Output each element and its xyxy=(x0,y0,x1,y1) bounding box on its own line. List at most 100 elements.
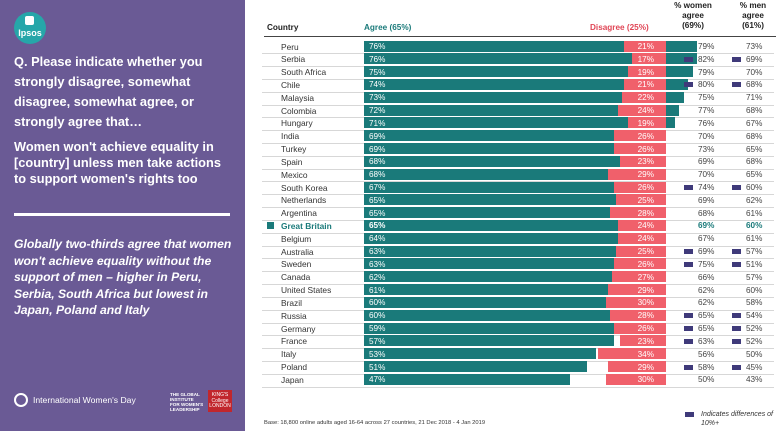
women-agree-value: 69% xyxy=(698,157,715,167)
country-label: Serbia xyxy=(281,54,306,65)
women-diff-marker-icon xyxy=(684,338,693,344)
disagree-bar: 34% xyxy=(598,348,666,360)
disagree-bar: 27% xyxy=(612,271,666,283)
women-agree-value: 74% xyxy=(698,183,715,193)
base-note: Base: 18,800 online adults aged 16-64 ac… xyxy=(264,420,486,426)
agree-bar: 73% xyxy=(364,91,684,103)
header-women: % women agree (69%) xyxy=(671,1,715,31)
agree-bar: 64% xyxy=(364,232,645,244)
men-agree-value: 60% xyxy=(746,285,763,295)
agree-bar: 67% xyxy=(364,181,658,193)
disagree-bar: 26% xyxy=(614,181,666,193)
agree-value: 68% xyxy=(369,157,386,167)
header-rule xyxy=(264,36,776,37)
country-label: Mexico xyxy=(281,169,308,180)
disagree-value: 28% xyxy=(637,208,654,218)
men-agree-value: 58% xyxy=(746,298,763,308)
table-row: Poland 51% 29% 58% 45% xyxy=(262,361,774,375)
agree-value: 76% xyxy=(369,42,386,51)
men-agree-value: 73% xyxy=(746,42,763,51)
disagree-value: 26% xyxy=(637,324,654,334)
agree-bar: 51% xyxy=(364,361,588,372)
country-label: Belgium xyxy=(281,233,312,244)
table-row: Peru 76% 21% 79% 73% xyxy=(262,40,774,55)
table-row: Mexico 68% 29% 70% 65% xyxy=(262,168,774,183)
country-label: United States xyxy=(281,285,332,296)
iwd-logo: International Women's Day xyxy=(14,393,136,407)
women-agree-value: 69% xyxy=(698,247,715,257)
men-agree-value: 69% xyxy=(746,54,763,64)
country-label: South Africa xyxy=(281,67,327,78)
men-agree-value: 61% xyxy=(746,234,763,244)
agree-value: 51% xyxy=(369,362,386,372)
agree-bar: 60% xyxy=(364,296,627,308)
agree-bar: 63% xyxy=(364,245,640,257)
men-agree-value: 50% xyxy=(746,349,763,359)
women-agree-value: 62% xyxy=(698,298,715,308)
men-diff-marker-icon xyxy=(732,185,741,191)
header-men: % men agree (61%) xyxy=(733,1,773,31)
agree-bar: 69% xyxy=(364,130,667,142)
agree-value: 67% xyxy=(369,183,386,193)
women-diff-marker-icon xyxy=(684,364,693,370)
men-agree-value: 52% xyxy=(746,336,763,346)
disagree-value: 19% xyxy=(637,118,654,128)
women-diff-marker-icon xyxy=(684,249,693,255)
disagree-bar: 29% xyxy=(608,284,666,296)
agree-value: 61% xyxy=(369,285,386,295)
women-diff-marker-icon xyxy=(684,56,693,62)
agree-bar: 47% xyxy=(364,373,570,385)
disagree-value: 30% xyxy=(637,375,654,385)
disagree-bar: 22% xyxy=(622,91,666,103)
disagree-value: 26% xyxy=(637,131,654,141)
disagree-bar: 26% xyxy=(614,258,666,270)
header-women-l2: agree xyxy=(682,11,704,20)
table-row: Belgium 64% 24% 67% 61% xyxy=(262,232,774,247)
agree-value: 63% xyxy=(369,247,386,257)
agree-value: 71% xyxy=(369,118,386,128)
header-disagree: Disagree (25%) xyxy=(590,23,649,32)
disagree-value: 19% xyxy=(637,67,654,77)
agree-bar: 75% xyxy=(364,66,693,78)
disagree-value: 30% xyxy=(637,298,654,308)
table-row: Spain 68% 23% 69% 68% xyxy=(262,155,774,170)
agree-value: 76% xyxy=(369,54,386,64)
disagree-bar: 24% xyxy=(618,219,666,231)
men-agree-value: 62% xyxy=(746,195,763,205)
divider xyxy=(14,213,230,216)
agree-value: 63% xyxy=(369,259,386,269)
agree-value: 65% xyxy=(369,221,386,231)
disagree-value: 26% xyxy=(637,183,654,193)
disagree-value: 23% xyxy=(637,336,654,346)
disagree-bar: 25% xyxy=(616,194,666,206)
women-agree-value: 75% xyxy=(698,93,715,103)
disagree-bar: 24% xyxy=(618,104,666,116)
table-row: Australia 63% 25% 69% 57% xyxy=(262,245,774,260)
header-men-l1: % men xyxy=(739,1,767,10)
disagree-bar: 21% xyxy=(624,40,666,52)
agree-bar: 69% xyxy=(364,143,667,155)
women-agree-value: 65% xyxy=(698,311,715,321)
header-women-l3: (69%) xyxy=(682,21,704,30)
men-agree-value: 45% xyxy=(746,362,763,372)
men-agree-value: 68% xyxy=(746,157,763,167)
disagree-value: 24% xyxy=(637,106,654,116)
highlight-marker-icon xyxy=(267,221,274,229)
disagree-value: 21% xyxy=(637,42,654,51)
disagree-value: 29% xyxy=(637,362,654,372)
table-row: United States 61% 29% 62% 60% xyxy=(262,284,774,298)
country-label: Poland xyxy=(281,362,308,372)
kings-logo: KING'S College LONDON xyxy=(208,390,232,412)
disagree-bar: 21% xyxy=(624,78,666,90)
country-label: Germany xyxy=(281,323,316,334)
disagree-value: 26% xyxy=(637,144,654,154)
table-row: Canada 62% 27% 66% 57% xyxy=(262,271,774,286)
table-row: Great Britain 65% 24% 69% 60% xyxy=(262,219,774,234)
disagree-value: 23% xyxy=(637,157,654,167)
agree-value: 65% xyxy=(369,195,386,205)
men-diff-marker-icon xyxy=(732,338,741,344)
country-label: Spain xyxy=(281,156,303,167)
women-agree-value: 75% xyxy=(698,259,715,269)
iwd-ring-icon xyxy=(14,393,28,407)
men-agree-value: 51% xyxy=(746,259,763,269)
